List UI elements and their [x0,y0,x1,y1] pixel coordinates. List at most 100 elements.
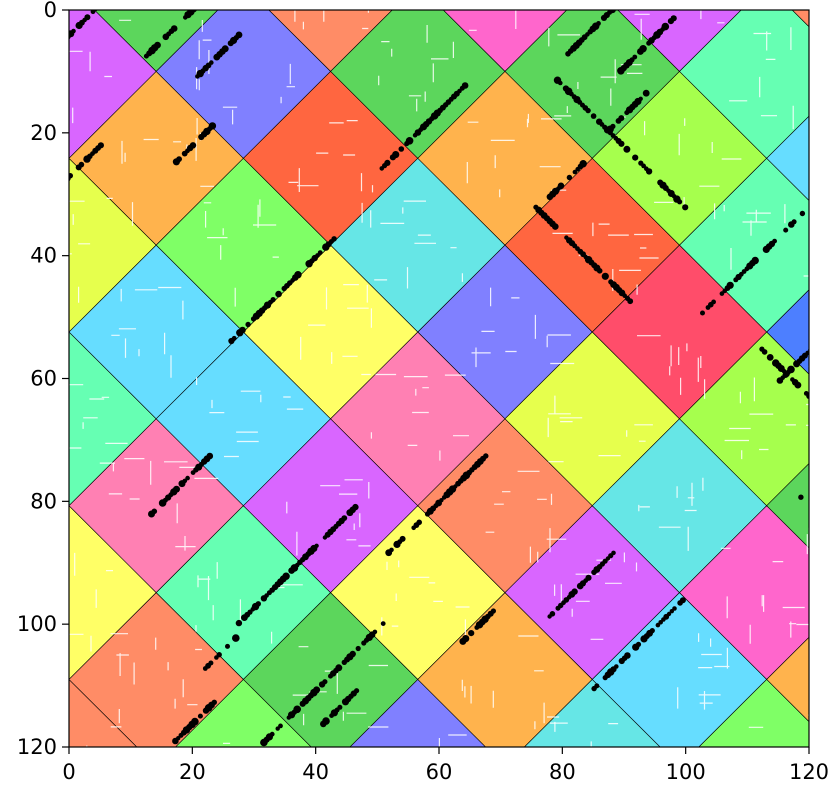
streak-dot [549,611,556,617]
streak-dot [579,160,587,168]
streak-dot [632,154,639,161]
black-streaks [0,0,834,747]
streak-dot [816,339,822,345]
maze-line [69,552,128,652]
streak-dot [0,440,4,447]
streak-dot [783,227,789,233]
streak-dot [26,214,31,219]
streak-dot [711,299,716,305]
y-tick-label: 20 [30,121,57,145]
maze-line [223,742,231,744]
streak-dot [830,325,834,331]
streak-dot [349,650,356,658]
maze-line [108,458,219,551]
streak-dot [462,635,470,643]
maze-line [809,0,834,48]
heatmap-tile [243,766,417,791]
streak-dot [661,22,670,31]
streak-dot [8,270,15,277]
maze-line [461,635,568,730]
maze-line [677,633,730,710]
streak-dot [54,45,59,50]
streak-dot [601,272,609,280]
streak-dot [352,503,359,511]
streak-dot [1,438,7,444]
streak-dot [14,424,20,430]
maze-line [288,120,374,223]
x-tick-label: 80 [549,760,576,784]
x-tick-label: 120 [789,760,829,784]
streak-dot [322,679,328,685]
streak-dot [28,409,35,416]
streak-dot [0,664,4,669]
streak-dot [24,218,29,223]
streak-dot [416,519,423,526]
y-tick-label: 0 [44,0,57,22]
streak-dot [384,159,391,166]
maze-line [636,284,706,399]
streak-dot [335,664,343,672]
heatmap-tile [766,463,809,549]
streak-dot [59,38,66,45]
streak-dot [596,268,603,274]
y-tick-label: 60 [30,367,57,391]
streak-dot [611,550,616,556]
x-tick-label: 20 [179,760,206,784]
maze-line [554,721,619,747]
streak-dot [805,350,809,356]
streak-dot [202,0,208,1]
maze-line [547,395,653,463]
maze-line [806,527,809,555]
streak-dot [40,200,46,206]
streak-dot [618,115,625,122]
streak-dot [151,508,158,515]
streak-dot [47,191,54,198]
streak-dot [95,3,101,9]
streak-dot [642,89,650,97]
streak-dot [558,80,563,86]
streak-dot [372,629,378,635]
streak-dot [814,401,820,407]
maze-line [69,384,128,472]
streak-dot [20,219,27,226]
maze-line [730,204,809,277]
streak-dot [766,354,774,361]
y-tick-label: 100 [17,612,57,636]
streak-dot [614,664,619,669]
streak-dot [679,597,686,604]
streak-dot [15,226,20,231]
streak-dot [37,203,44,210]
streak-dot [173,485,180,493]
streak-dot [23,416,28,421]
streak-dot [596,21,601,26]
streak-dot [655,622,661,628]
streak-dot [51,48,57,54]
maze-line [438,734,467,747]
maze-line [644,118,742,220]
streak-dot [823,519,830,526]
heatmap-tile [791,10,809,28]
streak-dot [12,228,17,233]
streak-dot [270,297,276,303]
streak-dot [783,371,790,377]
maze-line [808,365,809,368]
streak-dot [197,713,203,719]
streak-dot [828,524,834,531]
streak-dot [154,41,161,49]
x-tick-label: 60 [426,760,453,784]
streak-dot [819,516,826,523]
streak-dot [37,402,42,407]
streak-dot [84,14,91,21]
maze-line [86,726,122,747]
maze-line [378,25,454,112]
streak-dot [78,161,85,168]
streak-dot [815,511,820,516]
streak-dot [199,0,204,3]
maze-line [111,286,184,378]
streak-dot [98,0,104,6]
streak-dot [772,238,777,244]
maze-line [471,287,575,368]
streak-dot [9,230,16,237]
streak-dot [221,45,229,53]
